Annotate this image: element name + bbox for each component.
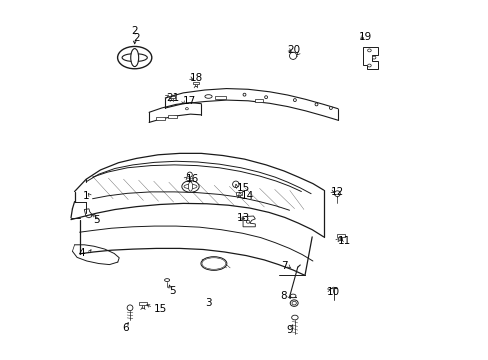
Text: 19: 19 bbox=[358, 32, 371, 42]
Ellipse shape bbox=[188, 182, 192, 191]
Text: 9: 9 bbox=[285, 325, 292, 336]
Ellipse shape bbox=[182, 181, 199, 192]
Text: 13: 13 bbox=[236, 213, 249, 223]
Text: 11: 11 bbox=[337, 236, 351, 246]
Polygon shape bbox=[330, 287, 336, 289]
Text: 5: 5 bbox=[93, 215, 100, 225]
Text: 5: 5 bbox=[168, 286, 175, 296]
Text: 15: 15 bbox=[153, 304, 167, 314]
Ellipse shape bbox=[187, 172, 192, 177]
Ellipse shape bbox=[289, 52, 296, 59]
Ellipse shape bbox=[185, 108, 188, 110]
Ellipse shape bbox=[201, 257, 226, 270]
Ellipse shape bbox=[289, 294, 295, 298]
Ellipse shape bbox=[117, 46, 151, 69]
Polygon shape bbox=[243, 216, 255, 227]
Ellipse shape bbox=[130, 49, 139, 67]
Ellipse shape bbox=[204, 95, 212, 98]
Bar bbox=[139, 302, 146, 305]
Bar bbox=[336, 234, 344, 237]
Text: 16: 16 bbox=[186, 174, 199, 184]
Bar bbox=[168, 115, 177, 118]
Text: 18: 18 bbox=[189, 73, 203, 84]
Ellipse shape bbox=[289, 300, 298, 306]
Text: 2: 2 bbox=[131, 26, 138, 36]
Bar bbox=[156, 117, 165, 120]
Text: 6: 6 bbox=[122, 323, 129, 333]
Ellipse shape bbox=[243, 93, 245, 96]
Ellipse shape bbox=[367, 64, 370, 67]
Text: 2: 2 bbox=[133, 33, 140, 43]
Text: 14: 14 bbox=[241, 191, 254, 201]
Bar bbox=[236, 192, 242, 194]
Text: 15: 15 bbox=[237, 183, 250, 193]
Text: 21: 21 bbox=[166, 93, 179, 103]
Text: 10: 10 bbox=[326, 287, 340, 297]
Ellipse shape bbox=[264, 96, 267, 99]
Text: 17: 17 bbox=[183, 96, 196, 106]
Text: 1: 1 bbox=[82, 191, 89, 201]
Ellipse shape bbox=[122, 54, 147, 62]
Bar bbox=[215, 96, 225, 99]
Ellipse shape bbox=[232, 181, 239, 188]
Ellipse shape bbox=[291, 315, 298, 320]
Bar bbox=[168, 96, 174, 98]
Bar bbox=[193, 82, 199, 84]
Text: 20: 20 bbox=[287, 45, 300, 55]
Ellipse shape bbox=[293, 99, 296, 102]
Ellipse shape bbox=[246, 220, 249, 223]
Ellipse shape bbox=[314, 103, 317, 106]
Ellipse shape bbox=[291, 301, 296, 305]
Ellipse shape bbox=[164, 279, 169, 282]
Ellipse shape bbox=[183, 184, 197, 189]
Text: 7: 7 bbox=[281, 261, 287, 271]
Ellipse shape bbox=[367, 49, 370, 52]
Ellipse shape bbox=[202, 258, 225, 269]
Text: 12: 12 bbox=[330, 186, 344, 197]
Text: 8: 8 bbox=[280, 291, 286, 301]
Ellipse shape bbox=[334, 191, 340, 197]
Text: 3: 3 bbox=[204, 298, 211, 308]
Ellipse shape bbox=[127, 305, 133, 311]
Bar bbox=[255, 99, 263, 102]
Ellipse shape bbox=[329, 107, 332, 109]
Ellipse shape bbox=[371, 56, 375, 59]
Polygon shape bbox=[363, 47, 377, 69]
Text: 4: 4 bbox=[79, 248, 85, 258]
